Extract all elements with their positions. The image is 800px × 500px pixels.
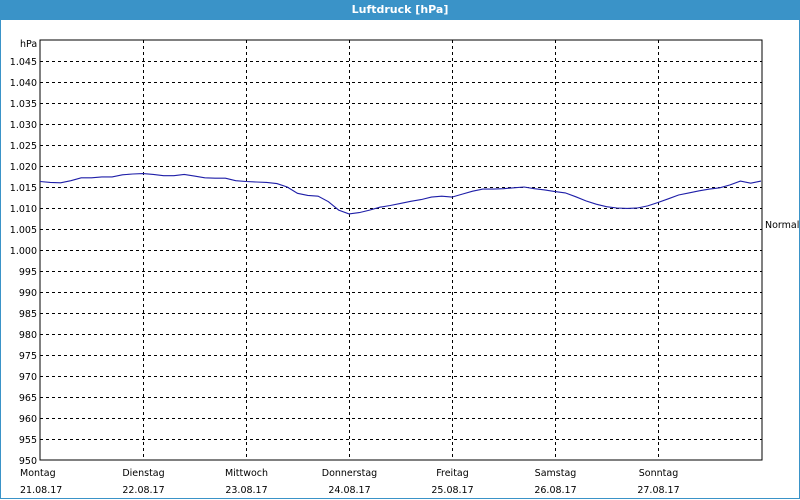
y-tick-label: 1.045	[10, 57, 37, 68]
x-tick-weekday: Donnerstag	[322, 468, 377, 479]
y-tick-label: 1.015	[10, 183, 37, 194]
x-tick-weekday: Freitag	[436, 468, 469, 479]
x-tick-date: 27.08.17	[637, 485, 679, 496]
y-tick-labels: 950 955 960 965 970 975 980 985 990 995 1.000 1.005…	[10, 57, 37, 467]
x-tick-weekday: Dienstag	[122, 468, 164, 479]
y-tick-label: 960	[19, 414, 37, 425]
x-tick-date: 22.08.17	[122, 485, 164, 496]
y-tick-label: 990	[19, 288, 37, 299]
x-tick-date: 25.08.17	[431, 485, 473, 496]
y-tick-label: 955	[19, 435, 37, 446]
y-tick-label: 975	[19, 351, 37, 362]
x-tick-weekday: Sonntag	[639, 468, 678, 479]
y-tick-label: 1.025	[10, 141, 37, 152]
series-line-luftdruck	[39, 173, 762, 215]
y-tick-label: 950	[19, 456, 37, 467]
y-tick-label: 1.000	[10, 246, 37, 257]
y-tick-label: 980	[19, 330, 37, 341]
x-tick-date: 24.08.17	[328, 485, 370, 496]
x-tick-weekday: Mittwoch	[225, 468, 268, 479]
x-tick-labels: Montag 21.08.17 Dienstag 22.08.17 Mittwoch 23…	[20, 468, 680, 496]
x-tick-date: 23.08.17	[225, 485, 267, 496]
x-tick-date: 26.08.17	[534, 485, 576, 496]
x-tick-date: 21.08.17	[20, 485, 62, 496]
y-tick-label: 1.020	[10, 162, 37, 173]
y-tick-label: 965	[19, 393, 37, 404]
y-axis-unit-label: hPa	[20, 39, 37, 50]
x-tick-weekday: Montag	[20, 468, 56, 479]
chart-title: Luftdruck [hPa]	[0, 0, 800, 20]
y-tick-label: 1.030	[10, 120, 37, 131]
y-tick-label: 1.035	[10, 99, 37, 110]
y-tick-label: 985	[19, 309, 37, 320]
x-tick-weekday: Samstag	[535, 468, 577, 479]
y-tick-label: 970	[19, 372, 37, 383]
y-tick-label: 1.040	[10, 78, 37, 89]
plot-area-border	[39, 39, 763, 461]
y-tick-label: 995	[19, 267, 37, 278]
grid-lines	[40, 40, 762, 460]
y-tick-label: 1.005	[10, 225, 37, 236]
y-tick-label: 1.010	[10, 204, 37, 215]
reference-label-normal: Normal	[765, 220, 799, 231]
